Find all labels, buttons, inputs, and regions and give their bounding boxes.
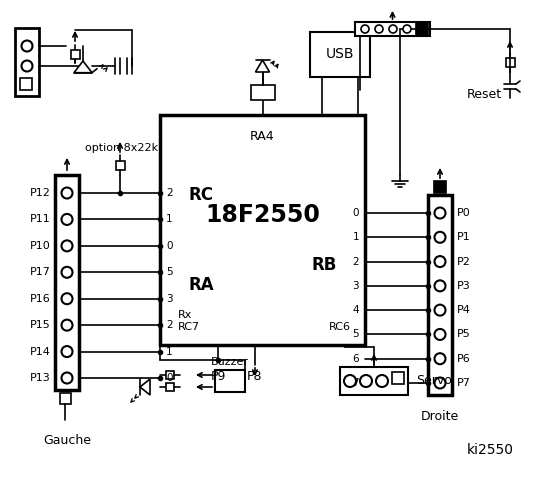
Bar <box>160 115 365 345</box>
Text: 7: 7 <box>352 378 359 388</box>
Bar <box>340 367 408 395</box>
Circle shape <box>435 232 446 243</box>
Text: 0: 0 <box>166 373 173 383</box>
Text: P3: P3 <box>457 281 471 291</box>
Text: P16: P16 <box>30 294 51 304</box>
Text: P4: P4 <box>457 305 471 315</box>
Circle shape <box>435 256 446 267</box>
Bar <box>251 85 274 100</box>
Text: 0: 0 <box>352 208 359 218</box>
Circle shape <box>61 267 72 278</box>
Text: RC7: RC7 <box>178 322 200 332</box>
Circle shape <box>389 25 397 33</box>
Polygon shape <box>74 61 92 72</box>
Bar <box>310 32 370 77</box>
Bar <box>392 372 404 384</box>
Text: Rx: Rx <box>178 310 192 320</box>
Bar <box>428 195 452 395</box>
Circle shape <box>435 280 446 291</box>
Text: 5: 5 <box>166 267 173 277</box>
Circle shape <box>61 372 72 384</box>
Text: P10: P10 <box>30 241 51 251</box>
Text: 1: 1 <box>352 232 359 242</box>
Text: RA4: RA4 <box>250 131 275 144</box>
Bar <box>60 393 71 404</box>
Bar <box>70 49 80 59</box>
Bar <box>55 175 79 390</box>
Circle shape <box>61 293 72 304</box>
Text: 5: 5 <box>352 329 359 339</box>
Text: P17: P17 <box>30 267 51 277</box>
Text: P13: P13 <box>30 373 51 383</box>
Circle shape <box>435 305 446 316</box>
Text: option 8x22k: option 8x22k <box>85 143 159 153</box>
Text: P8: P8 <box>247 371 263 384</box>
Bar <box>434 181 446 193</box>
Text: P12: P12 <box>30 188 51 198</box>
Text: RB: RB <box>312 256 337 274</box>
Circle shape <box>344 375 356 387</box>
Circle shape <box>22 60 33 72</box>
Circle shape <box>22 40 33 51</box>
Text: P14: P14 <box>30 347 51 357</box>
Circle shape <box>361 25 369 33</box>
Bar <box>116 160 124 169</box>
Circle shape <box>61 240 72 252</box>
Circle shape <box>61 346 72 357</box>
Text: 4: 4 <box>352 305 359 315</box>
Bar <box>355 22 430 36</box>
Polygon shape <box>255 60 269 72</box>
Text: P9: P9 <box>210 371 226 384</box>
Text: P2: P2 <box>457 257 471 266</box>
Text: P7: P7 <box>457 378 471 388</box>
Circle shape <box>435 377 446 388</box>
Bar <box>15 28 39 96</box>
Bar <box>505 58 514 67</box>
Circle shape <box>403 25 411 33</box>
Text: Reset: Reset <box>467 87 502 100</box>
Text: 3: 3 <box>166 294 173 304</box>
Circle shape <box>360 375 372 387</box>
Circle shape <box>435 329 446 340</box>
Text: Droite: Droite <box>421 410 459 423</box>
Bar <box>215 370 245 392</box>
Text: 2: 2 <box>352 257 359 266</box>
Text: RC: RC <box>188 186 213 204</box>
Circle shape <box>435 353 446 364</box>
Text: 6: 6 <box>352 354 359 364</box>
Text: 2: 2 <box>166 188 173 198</box>
Text: ki2550: ki2550 <box>467 443 514 457</box>
Circle shape <box>435 207 446 218</box>
Circle shape <box>376 375 388 387</box>
Text: P0: P0 <box>457 208 471 218</box>
Text: Buzzer: Buzzer <box>211 357 249 367</box>
Text: Gauche: Gauche <box>43 433 91 446</box>
Text: Servo: Servo <box>416 374 452 387</box>
Circle shape <box>61 214 72 225</box>
Bar <box>166 371 174 379</box>
Text: P15: P15 <box>30 320 51 330</box>
Text: P6: P6 <box>457 354 471 364</box>
Bar <box>166 383 174 391</box>
Polygon shape <box>140 379 150 395</box>
Bar <box>416 23 428 35</box>
Text: P1: P1 <box>457 232 471 242</box>
Text: 1: 1 <box>166 347 173 357</box>
Circle shape <box>375 25 383 33</box>
Text: 1: 1 <box>166 215 173 225</box>
Text: 18F2550: 18F2550 <box>205 203 320 227</box>
Text: 2: 2 <box>166 320 173 330</box>
Text: P11: P11 <box>30 215 51 225</box>
Text: RA: RA <box>188 276 213 294</box>
Text: P5: P5 <box>457 329 471 339</box>
Circle shape <box>61 188 72 199</box>
Text: USB: USB <box>326 48 354 61</box>
Circle shape <box>61 320 72 331</box>
Text: RC6: RC6 <box>329 322 351 332</box>
Text: 3: 3 <box>352 281 359 291</box>
Bar <box>20 78 32 90</box>
Text: 0: 0 <box>166 241 173 251</box>
